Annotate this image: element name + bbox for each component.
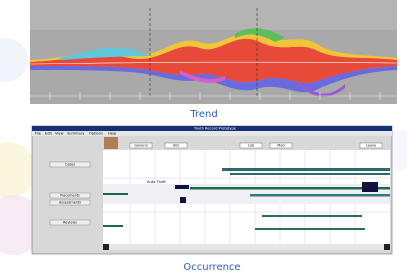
occurrence-screenshot [32,126,392,254]
menu-item[interactable]: View [55,132,64,136]
window-title: Youth Record Prototype [194,127,237,131]
occurrence-screenshot-part [103,244,390,250]
row-label[interactable]: Assessments [59,201,81,205]
background-decor-part [0,142,36,198]
annotation: Auto Theft [147,180,166,184]
trend-screenshot-part [30,0,397,30]
occurrence-screenshot-part [32,131,392,136]
menu-item[interactable]: Summary [67,132,85,136]
occurrence-screenshot-part [104,137,118,149]
occurrence-screenshot-part [384,244,390,250]
occurrence-screenshot-part [222,168,390,171]
page-body: Trend Youth Record Prototype File Edit V… [0,0,407,276]
occurrence-caption: Occurrence [183,262,240,273]
page: {"trend":{"caption":"Trend"}, "occurrenc… [0,0,407,276]
occurrence-screenshot-part [190,187,390,190]
menu-item[interactable]: Edit [45,132,53,136]
occurrence-screenshot-part [180,197,186,203]
slide: Trend Youth Record Prototype File Edit V… [0,0,407,276]
menu-item[interactable]: Options [89,132,103,136]
occurrence-screenshot-part [103,225,123,227]
row-label[interactable]: Reviews [63,221,77,225]
occurrence-screenshot-part [255,228,365,230]
trend-caption: Trend [189,109,217,120]
button[interactable]: Med [277,144,284,148]
occurrence-screenshot-part [103,193,128,195]
background-decor-part [0,38,28,82]
trend-screenshot [30,0,397,104]
button[interactable]: Lab [248,144,254,148]
occurrence-screenshot-part [230,173,390,175]
button[interactable]: General [134,144,147,148]
occurrence-screenshot-part [250,194,390,197]
menu-item[interactable]: File [35,132,42,136]
button[interactable]: Allo [173,144,179,148]
button[interactable]: Leave [366,144,376,148]
menu-item[interactable]: Help [108,132,117,136]
row-label[interactable]: Cases [65,163,75,167]
occurrence-screenshot-part [362,182,378,192]
occurrence-screenshot-part [175,185,189,189]
occurrence-screenshot-part [262,215,362,217]
row-label[interactable]: Placements [60,194,80,198]
occurrence-screenshot-part [103,244,109,250]
